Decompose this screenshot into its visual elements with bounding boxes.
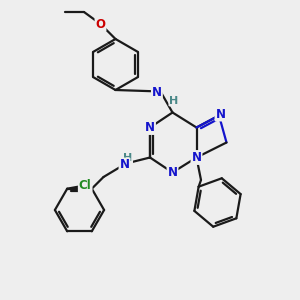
Text: H: H	[169, 95, 178, 106]
Text: Cl: Cl	[79, 179, 92, 192]
Text: O: O	[95, 17, 106, 31]
Text: H: H	[123, 153, 132, 163]
Text: N: N	[167, 166, 178, 179]
Text: N: N	[152, 86, 162, 100]
Text: N: N	[119, 158, 130, 172]
Text: N: N	[145, 121, 155, 134]
Text: N: N	[215, 107, 226, 121]
Text: N: N	[191, 151, 202, 164]
